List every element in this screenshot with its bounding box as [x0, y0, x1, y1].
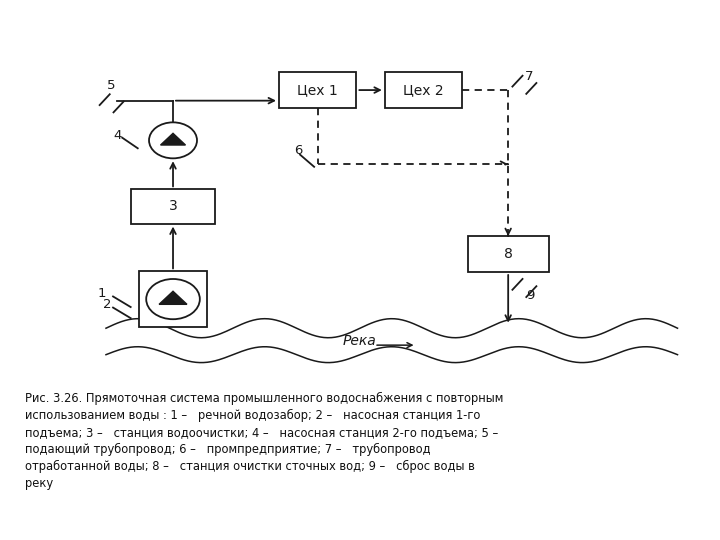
Text: 3: 3: [168, 199, 177, 213]
Circle shape: [149, 123, 197, 158]
Bar: [467, 236, 549, 272]
Text: 6: 6: [294, 144, 303, 158]
Text: Река: Река: [343, 334, 377, 348]
Polygon shape: [161, 133, 186, 145]
Text: 8: 8: [504, 247, 513, 261]
Bar: [384, 72, 462, 108]
Text: Цех 2: Цех 2: [403, 83, 444, 97]
Text: Рис. 3.26. Прямоточная система промышленного водоснабжения с повторным
использов: Рис. 3.26. Прямоточная система промышлен…: [24, 392, 503, 490]
Bar: [140, 271, 207, 327]
Bar: [279, 72, 356, 108]
Text: 4: 4: [113, 129, 122, 141]
Text: 9: 9: [526, 289, 535, 302]
Circle shape: [146, 279, 200, 319]
Text: Цех 1: Цех 1: [297, 83, 338, 97]
Text: 7: 7: [525, 70, 534, 83]
Bar: [130, 190, 215, 224]
Polygon shape: [159, 291, 187, 305]
Text: 5: 5: [107, 79, 116, 92]
Text: 2: 2: [103, 298, 112, 311]
Text: 1: 1: [97, 287, 106, 300]
